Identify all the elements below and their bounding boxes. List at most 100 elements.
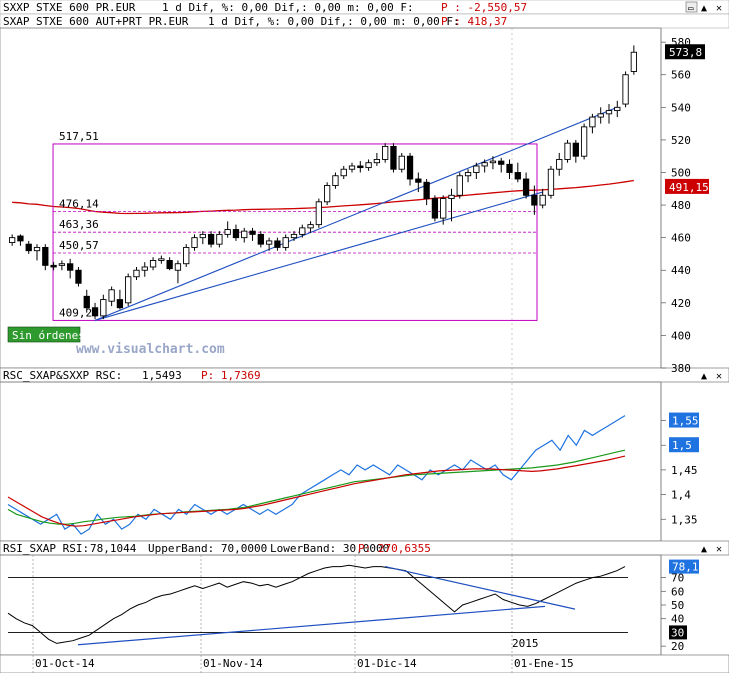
candle-body <box>514 172 521 180</box>
candle-body <box>83 295 90 309</box>
rsc-series-green <box>7 449 626 525</box>
moving-average-line <box>12 179 634 215</box>
ma-badge <box>665 178 709 194</box>
candle-body <box>406 155 414 180</box>
rsi-close-icon[interactable]: ✕ <box>716 544 722 555</box>
candle-body <box>556 159 563 170</box>
price-ytick-label: 380 <box>671 362 691 375</box>
candle-body <box>373 159 381 164</box>
candle-body <box>539 194 546 206</box>
candle-body <box>589 116 596 128</box>
candle-body <box>605 110 613 115</box>
up-arrow-icon[interactable]: ▲ <box>701 3 707 14</box>
candle-body <box>324 185 331 203</box>
year-label: 2015 <box>512 637 539 650</box>
rsi-lower-label: LowerBand: 30,0000 <box>270 542 389 555</box>
candle-body <box>340 168 347 177</box>
price-ytick-label: 400 <box>671 329 691 342</box>
rsc-up-arrow-icon[interactable]: ▲ <box>701 371 707 382</box>
candle-body <box>531 194 538 206</box>
candle-body <box>75 269 82 284</box>
candle-body <box>232 229 240 239</box>
candle-body <box>423 181 430 200</box>
candle-body <box>290 233 298 239</box>
ma-label: 491,15 <box>669 181 709 194</box>
price-ytick-label: 560 <box>671 69 691 82</box>
candle-body <box>149 260 157 268</box>
candle-body <box>108 289 115 302</box>
price-ytick-label: 540 <box>671 101 691 114</box>
restore-button[interactable] <box>685 1 698 13</box>
fibonacci-label: 476,14 <box>59 197 99 210</box>
last-price-label: 573,8 <box>669 46 702 59</box>
price-plot: 380400420440460480500520540560580517,514… <box>9 36 709 375</box>
candle-body <box>125 276 132 304</box>
candle-body <box>265 240 273 245</box>
price-ytick-label: 480 <box>671 199 691 212</box>
rsi-ytick-label: 50 <box>671 599 684 612</box>
price-ytick-label: 420 <box>671 297 691 310</box>
candle-body <box>67 263 74 271</box>
header-line2-symbol: SXAP <box>3 15 30 28</box>
candle-body <box>431 198 439 219</box>
header-line2-stats: 1 d Dif, %: 0,00 Dif,: 0,00 m: 0,00 F: <box>208 15 460 28</box>
rsi-ytick-label: 70 <box>671 572 684 585</box>
candle-body <box>473 165 480 173</box>
last-price-badge <box>665 44 705 60</box>
candle-body <box>398 155 405 170</box>
date-label: 01-Nov-14 <box>203 657 263 670</box>
rsi-p-label: P: 270,6355 <box>358 542 431 555</box>
trend-line-lower <box>94 191 543 321</box>
trend-line-upper <box>94 106 618 321</box>
candle-body <box>249 230 256 235</box>
candle-body <box>440 198 447 219</box>
header-line1-name: STXE 600 PR.EUR <box>36 1 136 14</box>
sin-ordenes-badge[interactable] <box>7 326 81 343</box>
candle-body <box>183 246 190 265</box>
window-controls[interactable]: ▭ ▲ ✕ <box>685 1 722 14</box>
candle-body <box>224 229 231 235</box>
candle-body <box>50 264 57 268</box>
candle-body <box>299 227 306 235</box>
rsi-up-arrow-icon[interactable]: ▲ <box>701 544 707 555</box>
header-line1-stats: 1 d Dif, %: 0,00 Dif,: 0,00 m: 0,00 F: <box>162 1 414 14</box>
candle-body <box>58 263 66 266</box>
candle-body <box>332 175 339 186</box>
header-line2-p: P : 418,37 <box>441 15 507 28</box>
rsi-title: RSI_SXAP RSI: <box>3 542 89 555</box>
fibonacci-label: 409,20 <box>59 306 99 319</box>
price-ytick-label: 440 <box>671 264 691 277</box>
candle-body <box>564 142 571 160</box>
candle-body <box>357 165 364 169</box>
window-icon: ▭ <box>688 4 694 14</box>
rsi-badge-30-label: 30 <box>671 626 684 639</box>
rsc-badge-blue-label: 1,55 <box>672 415 699 428</box>
rsc-close-icon[interactable]: ✕ <box>716 371 722 382</box>
rsc-ytick-label: 1,35 <box>671 513 698 526</box>
rsi-trend-line-upper <box>384 566 576 610</box>
rsi-upper-label: UpperBand: 70,0000 <box>148 542 267 555</box>
candle-body <box>489 160 497 164</box>
rsi-ytick-label: 60 <box>671 585 684 598</box>
candle-body <box>464 172 472 177</box>
candle-body <box>216 233 223 245</box>
header-line1-symbol: SXXP <box>3 1 30 14</box>
candle-body <box>456 175 463 196</box>
fibonacci-label: 517,51 <box>59 130 99 143</box>
rsc-series-red <box>7 455 626 527</box>
candle-body <box>166 260 173 270</box>
candle-body <box>274 240 281 248</box>
candle-body <box>33 246 41 252</box>
candle-body <box>282 237 289 248</box>
candle-body <box>116 299 124 309</box>
rsi-ytick-label: 40 <box>671 613 684 626</box>
candle-body <box>307 224 314 229</box>
candle-body <box>547 168 555 196</box>
rsc-ytick-label: 1,45 <box>671 464 698 477</box>
close-icon[interactable]: ✕ <box>716 3 722 14</box>
rsc-p-label: P: 1,7369 <box>201 369 261 382</box>
header-line2-name: STXE 600 AUT+PRT PR.EUR <box>36 15 189 28</box>
